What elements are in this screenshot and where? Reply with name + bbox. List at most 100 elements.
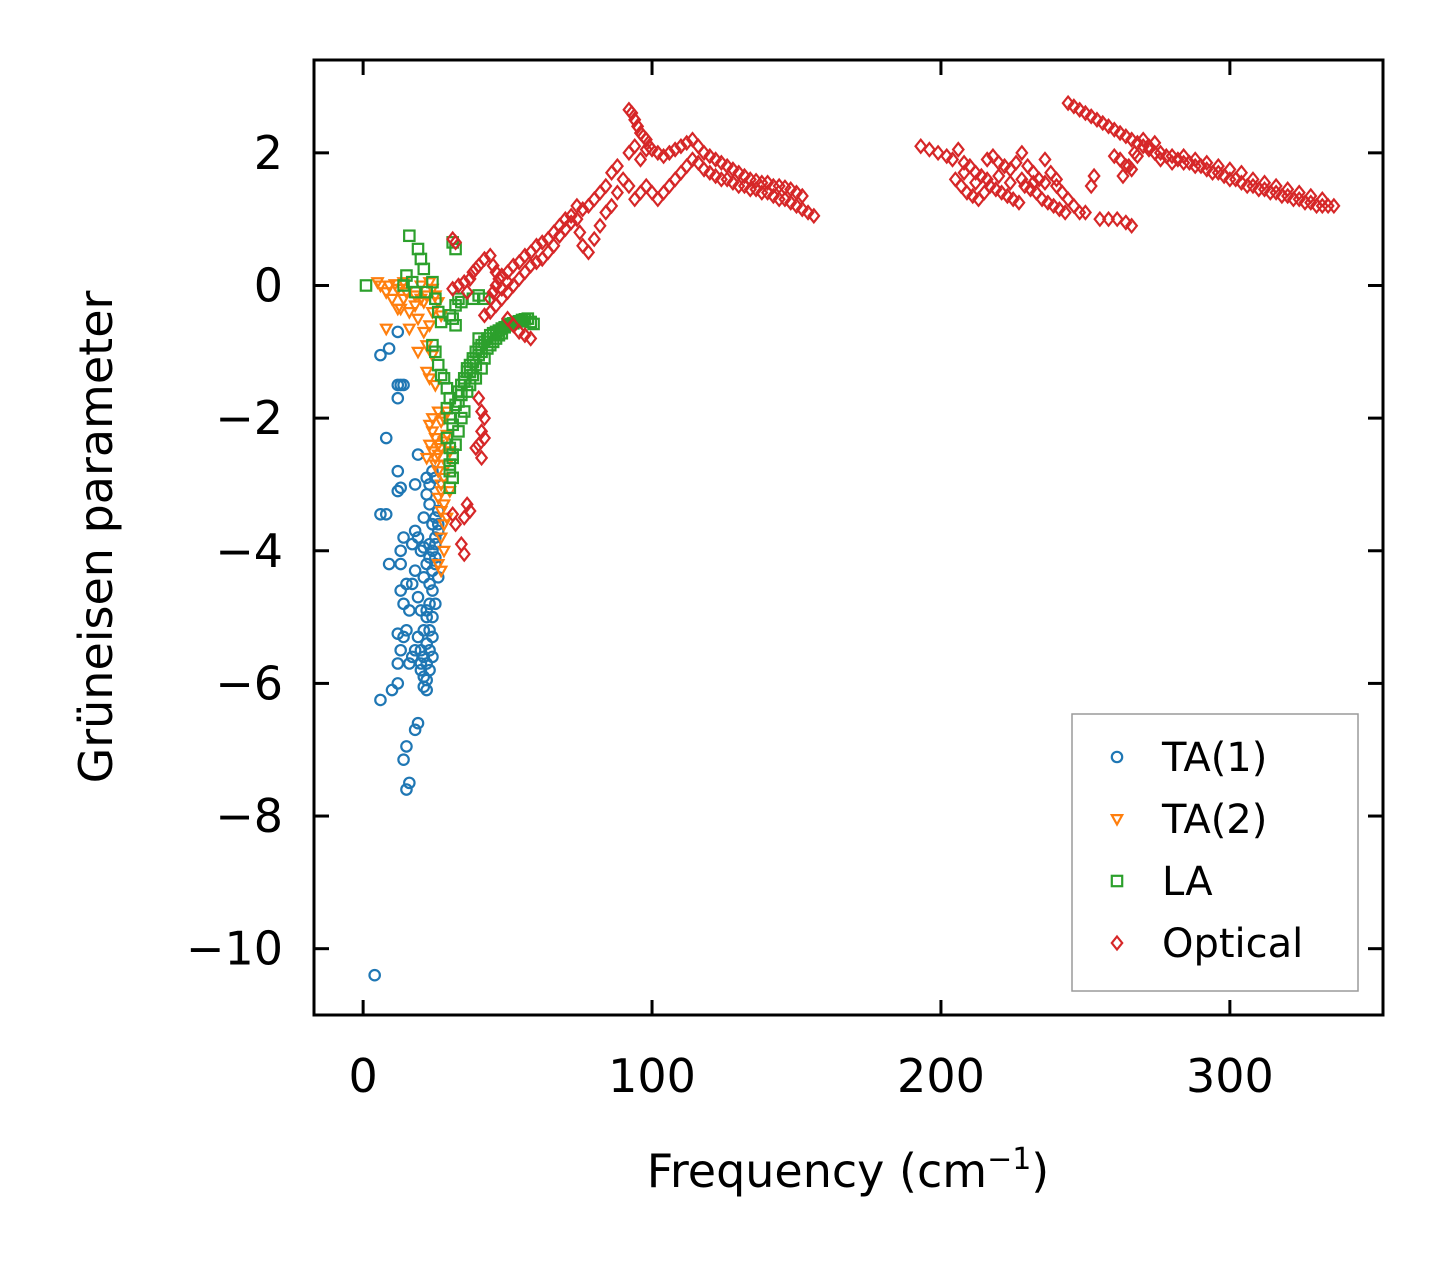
data-point: [610, 184, 624, 201]
data-point: [726, 174, 740, 191]
data-point: [628, 111, 642, 128]
data-point: [391, 325, 405, 339]
data-point: [379, 287, 394, 300]
data-point: [720, 171, 734, 188]
data-point: [593, 217, 607, 235]
data-point: [416, 326, 431, 340]
data-point: [382, 557, 396, 571]
data-point: [422, 419, 437, 433]
data-point: [414, 657, 428, 670]
data-point: [405, 650, 419, 664]
y-tick-label: −6: [215, 656, 283, 710]
data-point: [1015, 171, 1029, 188]
data-point: [384, 293, 400, 307]
data-point: [1122, 157, 1136, 175]
data-point: [1223, 161, 1237, 178]
data-point: [457, 509, 471, 526]
data-point: [573, 224, 587, 241]
data-point: [425, 426, 440, 440]
data-point: [1125, 131, 1139, 148]
data-point: [527, 317, 540, 331]
data-point: [449, 318, 462, 332]
data-point: [431, 517, 445, 531]
data-point: [397, 753, 410, 766]
data-point: [400, 740, 413, 753]
data-point: [685, 151, 700, 168]
data-point: [535, 250, 549, 268]
legend-item: LA: [1110, 859, 1213, 905]
legend-marker: [1109, 813, 1125, 827]
data-point: [414, 604, 428, 617]
data-point: [469, 260, 483, 278]
data-point: [403, 604, 416, 617]
data-point: [639, 141, 653, 158]
data-point: [1078, 204, 1093, 221]
data-point: [411, 590, 425, 604]
data-point: [1015, 144, 1029, 162]
data-point: [420, 488, 433, 501]
data-point: [674, 137, 688, 155]
x-tick-label: 200: [897, 1049, 985, 1103]
data-point: [1304, 194, 1318, 211]
data-point: [400, 624, 413, 637]
data-point: [428, 433, 443, 446]
data-point: [457, 405, 471, 418]
data-point: [726, 161, 740, 178]
data-point: [426, 630, 439, 644]
data-point: [1327, 197, 1341, 215]
data-point: [423, 624, 436, 637]
data-point: [789, 197, 804, 215]
data-point: [524, 330, 538, 347]
data-point: [1127, 144, 1142, 162]
data-point: [449, 242, 462, 256]
data-point: [1165, 154, 1179, 172]
data-point: [1035, 191, 1049, 208]
data-point: [795, 187, 809, 205]
data-point: [708, 151, 723, 168]
data-point: [1200, 154, 1214, 172]
data-point: [408, 643, 422, 657]
data-point: [570, 197, 584, 215]
series-optical: [446, 94, 1341, 563]
data-point: [1058, 204, 1072, 221]
data-point: [1084, 108, 1098, 125]
data-point: [429, 531, 442, 544]
data-point: [992, 167, 1006, 185]
data-point: [374, 507, 387, 521]
data-point: [431, 559, 446, 572]
data-point: [405, 577, 419, 591]
data-point: [428, 459, 443, 473]
data-point: [391, 464, 405, 478]
x-tick-label: 0: [348, 1049, 377, 1103]
data-point: [940, 147, 954, 165]
data-point: [997, 157, 1012, 175]
data-point: [630, 118, 645, 135]
data-point: [1061, 94, 1075, 112]
data-point: [429, 597, 442, 611]
data-point: [1078, 104, 1093, 122]
data-point: [423, 478, 436, 491]
data-point: [466, 368, 480, 382]
data-point: [784, 181, 798, 198]
data-point: [374, 348, 387, 362]
data-point: [492, 328, 506, 342]
data-point: [408, 478, 422, 491]
data-point: [408, 285, 422, 299]
data-point: [969, 164, 983, 182]
data-point: [417, 511, 431, 524]
data-point: [486, 257, 500, 274]
data-point: [477, 409, 492, 427]
data-point: [1003, 174, 1017, 191]
data-point: [500, 273, 515, 291]
data-point: [1000, 187, 1015, 205]
data-point: [443, 481, 457, 495]
data-point: [426, 275, 439, 289]
data-point: [1292, 184, 1306, 201]
data-point: [402, 307, 417, 320]
data-point: [807, 207, 821, 225]
data-point: [951, 141, 965, 158]
data-point: [408, 564, 422, 577]
data-point: [1101, 210, 1116, 228]
data-point: [397, 531, 410, 544]
data-point: [1009, 154, 1023, 172]
